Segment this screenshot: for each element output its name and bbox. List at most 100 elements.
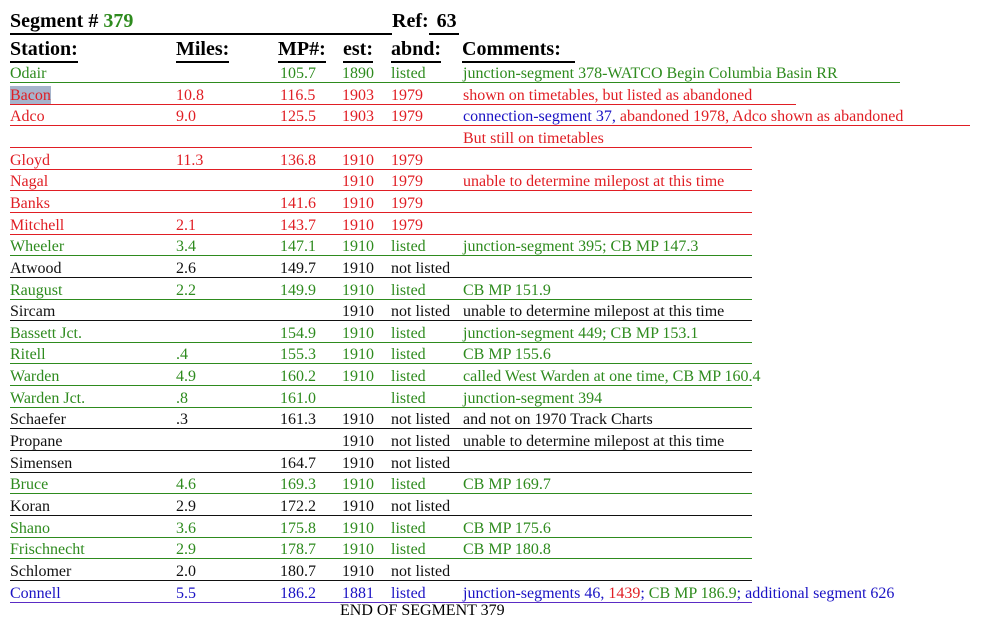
mp-cell: 105.7 xyxy=(280,65,316,82)
mp-cell: 160.2 xyxy=(280,368,316,386)
table-row: Koran 2.9 172.2 1910 not listed xyxy=(0,496,985,517)
mp-cell: 154.9 xyxy=(280,324,316,342)
miles-cell: 9.0 xyxy=(176,108,196,126)
col-header-station: Station: xyxy=(10,38,78,63)
table-row: Bassett Jct. 154.9 1910 listed junction-segm… xyxy=(0,323,985,344)
est-cell: 1910 xyxy=(342,303,374,321)
est-cell: 1910 xyxy=(342,541,374,559)
comment-text: ; xyxy=(640,584,649,602)
row-rule xyxy=(10,168,752,170)
station-cell: Wheeler xyxy=(10,238,65,256)
station-cell: Atwood xyxy=(10,259,62,277)
station-cell: Schlomer xyxy=(10,562,72,580)
table-row: Banks 141.6 1910 1979 xyxy=(0,193,985,214)
miles-cell: 2.9 xyxy=(176,541,196,559)
miles-cell: 2.6 xyxy=(176,259,196,277)
table-row: But still on timetables xyxy=(0,128,985,149)
col-header-mp: MP#: xyxy=(278,38,326,63)
table-row: Nagal 1910 1979 unable to determine milepos… xyxy=(0,171,985,192)
comments-cell: junction-segment 449; CB MP 153.1 xyxy=(463,324,698,343)
miles-cell: 11.3 xyxy=(176,151,204,169)
mp-cell: 172.2 xyxy=(280,498,316,515)
table-row: Odair 105.7 1890 listed junction-segment 378… xyxy=(0,63,985,84)
row-rule xyxy=(10,255,752,257)
comment-text: CB MP 186.9 xyxy=(648,584,737,602)
miles-cell: 3.4 xyxy=(176,238,196,256)
row-rule xyxy=(10,428,752,430)
est-cell: 1910 xyxy=(342,433,374,451)
est-cell: 1910 xyxy=(342,238,374,256)
mp-cell: 155.3 xyxy=(280,346,316,364)
table-row: Schaefer .3 161.3 1910 not listed and not on … xyxy=(0,409,985,430)
station-cell: Sircam xyxy=(10,303,56,321)
est-cell: 1910 xyxy=(342,476,374,494)
row-rule xyxy=(10,515,752,516)
station-cell: Propane xyxy=(10,433,63,451)
mp-cell: 149.7 xyxy=(280,259,316,277)
row-rule xyxy=(10,558,752,560)
comments-cell: CB MP 175.6 xyxy=(463,519,551,538)
comment-text: junction-segment 394 xyxy=(463,389,603,407)
est-cell: 1910 xyxy=(342,281,374,299)
mp-cell: 161.3 xyxy=(280,411,316,429)
comments-cell: junction-segments 46, 1439; CB MP 186.9;… xyxy=(463,584,894,603)
mp-cell: 149.9 xyxy=(280,281,316,299)
row-rule xyxy=(10,146,752,148)
table-row: Propane 1910 not listed unable to determine… xyxy=(0,431,985,452)
comment-text: junction-segments 46, xyxy=(463,584,609,602)
miles-cell: 5.5 xyxy=(176,584,196,602)
station-cell: Warden Jct. xyxy=(10,389,86,407)
station-cell: Banks xyxy=(10,194,50,212)
est-cell: 1903 xyxy=(342,86,374,104)
row-rule xyxy=(10,125,970,127)
comments-cell: called West Warden at one time, CB MP 16… xyxy=(463,367,761,386)
abnd-cell: 1979 xyxy=(391,151,423,169)
mp-cell: 161.0 xyxy=(280,389,316,407)
comment-text: called West Warden at one time, CB MP 16… xyxy=(463,368,761,386)
mp-cell: 169.3 xyxy=(280,476,316,494)
station-cell: Mitchell xyxy=(10,216,65,234)
abnd-cell: listed xyxy=(391,519,426,537)
est-cell: 1910 xyxy=(342,368,374,386)
row-rule xyxy=(10,298,752,300)
comment-text: junction-segment 395; CB MP 147.3 xyxy=(463,238,699,256)
col-header-abnd: abnd: xyxy=(391,38,442,63)
table-row: Shano 3.6 175.8 1910 listed CB MP 175.6 xyxy=(0,518,985,539)
table-row: Warden 4.9 160.2 1910 listed called West Ward… xyxy=(0,366,985,387)
row-rule xyxy=(10,211,752,213)
abnd-cell: listed xyxy=(391,368,426,386)
est-cell: 1910 xyxy=(342,173,374,191)
mp-cell: 178.7 xyxy=(280,541,316,559)
table-row: Warden Jct. .8 161.0 listed junction-segment… xyxy=(0,388,985,409)
comments-cell: CB MP 155.6 xyxy=(463,345,551,364)
comments-cell: junction-segment 378-WATCO Begin Columbi… xyxy=(463,64,838,83)
station-cell: Gloyd xyxy=(10,151,50,169)
comments-cell: connection-segment 37, abandoned 1978, A… xyxy=(463,107,903,126)
est-cell: 1910 xyxy=(342,519,374,537)
abnd-cell: not listed xyxy=(391,433,451,451)
mp-cell: 175.8 xyxy=(280,519,316,537)
comments-cell: unable to determine milepost at this tim… xyxy=(463,432,724,451)
est-cell: 1910 xyxy=(342,324,374,342)
station-cell: Bacon xyxy=(10,85,51,105)
miles-cell: .3 xyxy=(176,411,188,429)
comment-text: ; additional segment 626 xyxy=(736,584,895,602)
table-row: Atwood 2.6 149.7 1910 not listed xyxy=(0,258,985,279)
est-cell: 1910 xyxy=(342,454,374,472)
comment-text: connection-segment 37, xyxy=(463,108,620,126)
segment-title: Segment # 379 xyxy=(10,10,392,35)
col-header-comments: Comments: xyxy=(462,38,575,63)
row-rule xyxy=(10,493,752,495)
segment-number: 379 xyxy=(103,10,134,32)
station-cell: Ritell xyxy=(10,346,46,364)
abnd-cell: 1979 xyxy=(391,216,423,234)
miles-cell: 10.8 xyxy=(176,86,204,104)
comment-text: unable to determine milepost at this tim… xyxy=(463,433,725,451)
comments-cell: CB MP 151.9 xyxy=(463,281,551,300)
est-cell: 1890 xyxy=(342,65,374,82)
comment-text: CB MP 180.8 xyxy=(463,541,551,559)
est-cell: 1910 xyxy=(342,259,374,277)
table-row: Mitchell 2.1 143.7 1910 1979 xyxy=(0,215,985,236)
abnd-cell: 1979 xyxy=(391,108,423,126)
station-cell: Warden xyxy=(10,368,60,386)
